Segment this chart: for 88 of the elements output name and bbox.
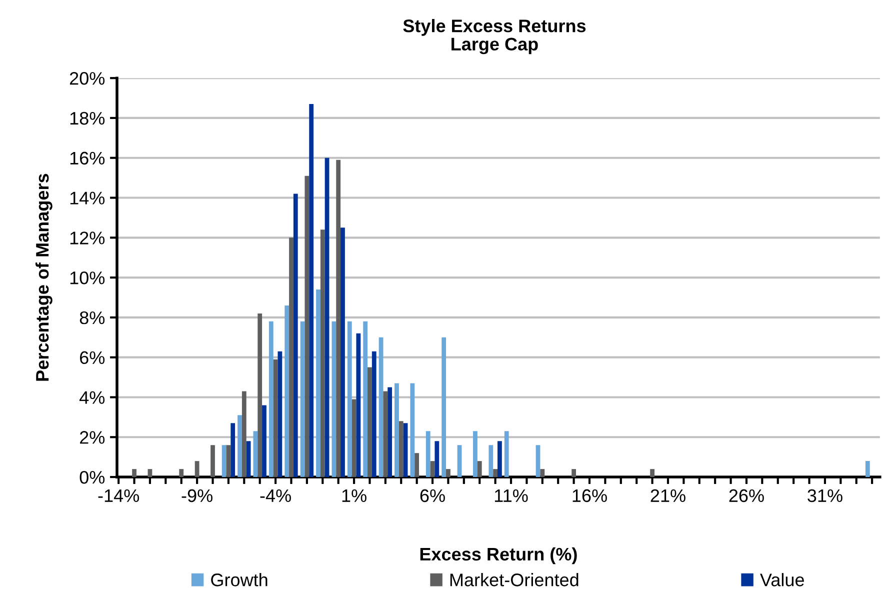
y-axis-title: Percentage of Managers [35,174,52,381]
x-tick-label: 11% [494,489,528,502]
legend-label: Value [760,573,804,586]
bar [242,391,246,478]
x-tick-label: 16% [572,489,607,502]
bar [356,333,361,478]
bar [865,461,870,478]
bar [340,228,345,478]
bar [572,469,576,478]
x-axis-title: Excess Return (%) [420,547,577,564]
bar [332,321,336,478]
bar [293,194,298,478]
bar [347,321,352,478]
bar [148,469,152,478]
bar [336,160,341,478]
chart-subtitle: Large Cap [452,38,538,54]
bar [493,469,498,478]
x-tick-label: 31% [808,489,842,502]
bar [253,431,258,478]
bar [132,469,136,478]
bar [324,158,330,478]
bar [273,359,278,478]
chart-title: Style Excess Returns [403,19,586,36]
bar [246,441,251,478]
x-tick-label: 6% [420,489,445,502]
bar [179,469,184,478]
bar [488,445,494,478]
x-tick-label: 21% [650,489,686,502]
bar [504,431,509,478]
y-tick-label: 12% [70,232,105,244]
x-tick-label: -14% [98,489,139,502]
bar [304,176,310,478]
y-tick-label: 4% [80,391,105,404]
y-tick-label: 10% [70,271,105,284]
bar [394,383,399,478]
bar [352,399,356,478]
bar [320,230,325,478]
bar [238,415,242,478]
bar [650,469,654,478]
bar [477,461,482,478]
x-tick-label: 1% [342,489,366,502]
x-tick-label: -9% [182,489,212,502]
y-tick-label: 8% [80,311,105,324]
bar [442,337,446,478]
bar [426,431,430,478]
bar [446,469,450,478]
bar [258,313,262,478]
bar [414,453,420,478]
bar [403,423,408,478]
y-tick-label: 0% [80,470,105,484]
bar [363,321,368,478]
y-tick-label: 18% [70,112,105,125]
bar [410,383,415,478]
bar [309,104,314,478]
bar [498,441,502,478]
x-tick-label: 26% [729,489,764,502]
y-tick-label: 20% [70,72,105,85]
bar [316,290,320,478]
bar [289,238,294,478]
bar [262,405,266,478]
legend-label: Market-Oriented [450,573,578,586]
bar [430,461,435,478]
y-tick-label: 14% [70,192,105,204]
bar [473,431,478,478]
bar [434,441,440,478]
bar [368,367,372,478]
bar [230,423,236,478]
bar [226,445,231,478]
y-tick-label: 2% [80,431,105,444]
bar [278,351,282,478]
bar [540,469,545,478]
bar [398,421,404,478]
bar [383,391,388,478]
bar [284,305,290,478]
bar [536,445,540,478]
bar [372,351,376,478]
x-tick-label: -4% [260,489,291,502]
bar [388,387,392,478]
bar [222,445,226,478]
bar [210,445,215,478]
bar [194,461,200,478]
bar [457,445,462,478]
y-tick-label: 16% [70,152,105,165]
bar [268,321,274,478]
y-tick-label: 6% [80,351,105,364]
legend-label: Growth [211,573,268,586]
bar [300,321,305,478]
bar [378,337,384,478]
